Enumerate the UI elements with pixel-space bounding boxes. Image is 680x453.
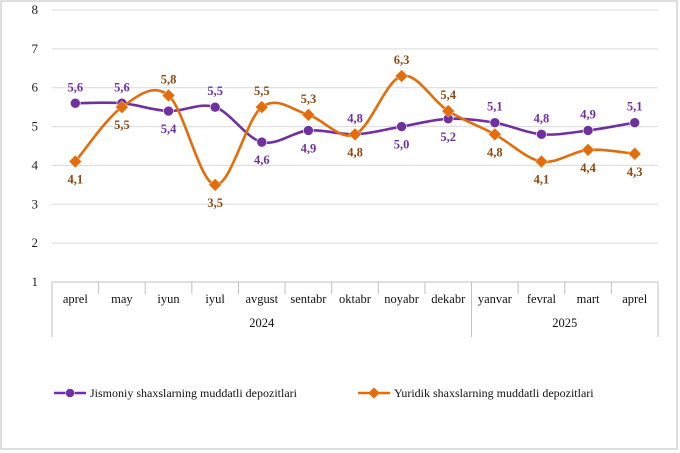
y-tick-label: 5: [32, 119, 39, 134]
y-tick-label: 7: [32, 41, 39, 56]
data-label: 5,6: [67, 80, 83, 94]
data-point: [582, 125, 594, 136]
x-tick-label: fevral: [527, 292, 557, 306]
data-label: 4,8: [347, 145, 363, 159]
year-label: 2024: [249, 316, 275, 330]
data-label: 5,3: [301, 92, 317, 106]
data-point: [489, 117, 501, 128]
data-label: 4,8: [347, 111, 363, 125]
data-point: [394, 69, 409, 83]
data-point: [396, 121, 407, 132]
y-tick-label: 8: [32, 2, 39, 17]
y-tick-label: 4: [32, 157, 39, 172]
data-label: 5,5: [114, 118, 130, 132]
data-label: 4,4: [580, 161, 596, 175]
data-label: 5,0: [394, 138, 410, 152]
data-point: [629, 117, 640, 128]
data-label: 5,5: [207, 84, 223, 98]
data-point: [581, 143, 595, 157]
data-label: 4,8: [534, 111, 550, 125]
data-label: 5,6: [114, 80, 130, 94]
data-point: [163, 105, 174, 117]
legend-marker-jismoniy: [65, 388, 75, 398]
data-point: [303, 125, 314, 136]
y-tick-label: 1: [32, 274, 39, 289]
x-tick-label: avgust: [245, 292, 278, 306]
data-label: 4,1: [534, 173, 550, 187]
data-label: 6,3: [394, 53, 410, 67]
legend-label-yuridik: Yuridik shaxslarning muddatli depozitlar…: [394, 386, 594, 400]
data-label: 4,9: [580, 107, 596, 121]
data-point: [70, 97, 81, 109]
x-tick-label: sentabr: [290, 292, 327, 306]
x-tick-label: dekabr: [431, 292, 466, 306]
data-point: [208, 178, 222, 192]
data-label: 5,4: [161, 122, 177, 136]
data-label: 5,1: [487, 100, 503, 114]
x-tick-label: may: [111, 292, 133, 306]
data-label: 4,9: [301, 141, 317, 155]
legend-marker-yuridik: [368, 387, 380, 399]
x-tick-label: noyabr: [384, 292, 420, 306]
data-point: [534, 154, 549, 169]
x-tick-label: aprel: [622, 292, 648, 306]
data-label: 4,1: [67, 173, 83, 187]
x-tick-label: yanvar: [478, 292, 513, 306]
x-tick-label: mart: [577, 292, 600, 306]
data-label: 5,8: [161, 72, 177, 86]
data-point: [256, 136, 268, 148]
legend-item-yuridik: Yuridik shaxslarning muddatli depozitlar…: [358, 386, 594, 400]
legend: Jismoniy shaxslarning muddatli depozitla…: [54, 386, 594, 400]
data-point: [628, 147, 642, 161]
data-point: [348, 127, 362, 141]
x-tick-label: aprel: [63, 292, 89, 306]
data-point: [115, 100, 129, 114]
data-label: 5,1: [627, 100, 643, 114]
data-point: [68, 154, 82, 169]
y-tick-label: 3: [32, 196, 39, 211]
data-point: [209, 101, 221, 113]
data-point: [536, 129, 547, 140]
x-tick-label: oktabr: [339, 292, 372, 306]
legend-item-jismoniy: Jismoniy shaxslarning muddatli depozitla…: [54, 386, 298, 400]
data-point: [161, 88, 176, 103]
data-point: [301, 108, 316, 122]
y-tick-label: 2: [32, 235, 39, 250]
data-label: 3,5: [207, 196, 223, 210]
data-label: 5,4: [440, 88, 456, 102]
x-tick-label: iyun: [157, 292, 180, 306]
x-tick-label: iyul: [205, 292, 225, 306]
data-point: [441, 104, 455, 118]
data-point: [255, 100, 269, 114]
plot-area: 1 2 3 4 5 6 7 8 aprel may iyun iyul avgust sentabr okt…: [32, 2, 659, 337]
data-point: [488, 127, 502, 141]
data-label: 5,2: [440, 130, 456, 144]
data-label: 4,8: [487, 145, 503, 159]
data-label: 5,5: [254, 84, 270, 98]
year-label: 2025: [552, 316, 577, 330]
data-label: 4,6: [254, 153, 270, 167]
legend-label-jismoniy: Jismoniy shaxslarning muddatli depozitla…: [90, 386, 298, 400]
y-tick-label: 6: [32, 80, 39, 95]
data-label: 4,3: [627, 165, 643, 179]
series-yuridik: 4,1 5,5 5,8 3,5 5,5 5,3 4,8 6,3 5,4 4,8 4,1 4,4 4,3: [67, 53, 642, 210]
